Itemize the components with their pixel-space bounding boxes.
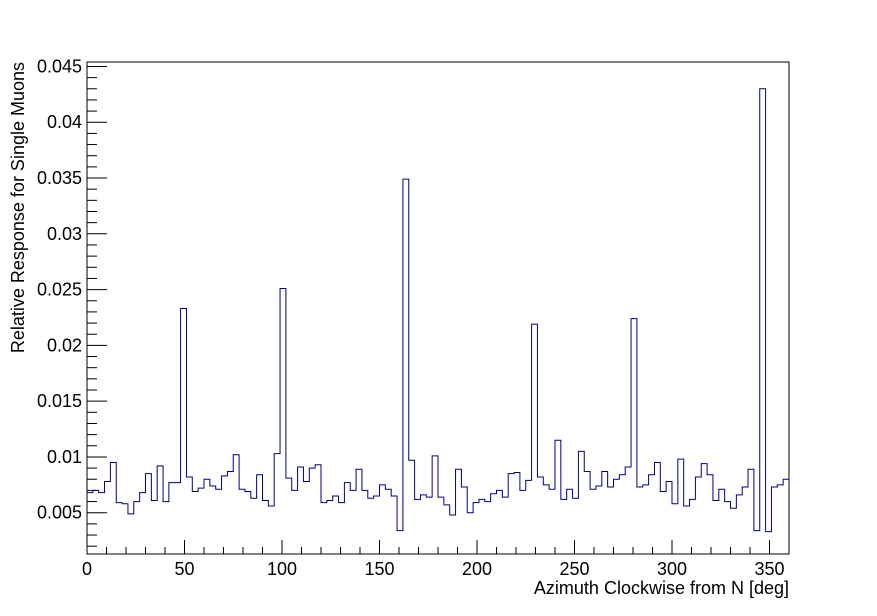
x-tick-label: 200 <box>462 559 492 579</box>
x-tick-label: 150 <box>364 559 394 579</box>
x-axis: 0 50 100 150 200 250 300 350 <box>82 540 790 579</box>
y-tick-label: 0.03 <box>47 224 82 244</box>
y-tick-label: 0.04 <box>47 112 82 132</box>
y-tick-label: 0.015 <box>37 391 82 411</box>
y-tick-label: 0.025 <box>37 280 82 300</box>
x-axis-title: Azimuth Clockwise from N [deg] <box>534 578 789 598</box>
y-tick-label: 0.045 <box>37 56 82 76</box>
y-axis-title: Relative Response for Single Muons <box>8 62 28 353</box>
y-tick-label: 0.01 <box>47 447 82 467</box>
y-axis: 0.005 0.01 0.015 0.02 0.025 0.03 0.035 0.04 0.04… <box>37 56 107 547</box>
y-tick-label: 0.005 <box>37 503 82 523</box>
x-tick-label: 100 <box>267 559 297 579</box>
y-tick-label: 0.02 <box>47 335 82 355</box>
x-tick-label: 50 <box>174 559 194 579</box>
x-tick-label: 0 <box>82 559 92 579</box>
x-tick-label: 250 <box>559 559 589 579</box>
histogram-series-line <box>87 88 790 533</box>
y-tick-label: 0.035 <box>37 168 82 188</box>
x-tick-label: 350 <box>754 559 784 579</box>
x-tick-label: 300 <box>657 559 687 579</box>
